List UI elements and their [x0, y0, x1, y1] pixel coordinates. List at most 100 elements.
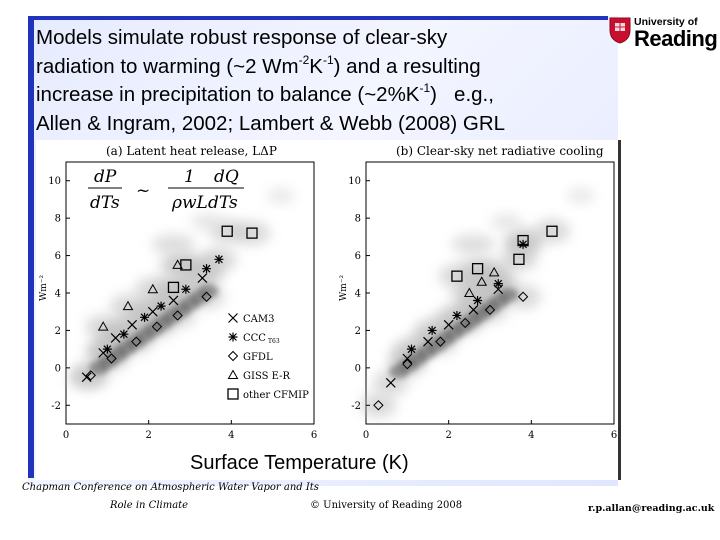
density-blob — [566, 187, 595, 204]
data-point-asterisk — [518, 239, 528, 249]
legend-subscript: T63 — [268, 338, 280, 345]
logo-text-university: University of — [634, 16, 698, 28]
data-point-x — [423, 336, 433, 347]
panel-a: (a) Latent heat release, LΔP 0 2 4 6 -2 0 2 4 6 8 1… — [39, 144, 317, 441]
density-core — [198, 284, 219, 299]
data-point-x — [110, 332, 121, 343]
data-point-triangle — [476, 276, 488, 286]
university-logo: University of Reading — [608, 14, 718, 54]
y-tick-label: 0 — [355, 363, 361, 374]
data-point-asterisk — [406, 344, 416, 354]
density-blob — [490, 213, 523, 230]
x-tick-label: 6 — [611, 430, 617, 441]
data-point-square — [246, 227, 258, 239]
equation-term: dTs — [90, 193, 120, 213]
density-blob — [451, 234, 496, 255]
y-tick-label: 2 — [355, 326, 361, 337]
data-point-diamond — [402, 358, 413, 370]
y-tick-label: 4 — [355, 289, 361, 300]
data-point-asterisk — [214, 254, 224, 264]
headline-line-4: Allen & Ingram, 2002; Lambert & Webb (20… — [36, 111, 506, 135]
y-tick-label: 2 — [55, 326, 61, 337]
data-point-diamond — [227, 350, 239, 362]
y-tick-label: 10 — [348, 176, 361, 187]
superscript: -1 — [322, 52, 334, 67]
legend-label: GFDL — [243, 352, 273, 363]
figure-panel: (a) Latent heat release, LΔP 0 2 4 6 -2 0 2 4 6 8 1… — [36, 140, 621, 480]
data-point-diamond — [106, 353, 117, 364]
equation-term: dTs — [208, 193, 238, 213]
x-axis-label: Surface Temperature (K) — [190, 452, 409, 474]
equation-term: 1 — [184, 167, 195, 187]
legend-label: CCC — [243, 333, 266, 344]
y-tick-label: -2 — [351, 401, 361, 412]
density-blob — [266, 187, 295, 204]
headline-text: increase in precipitation to balance (~2… — [36, 83, 420, 106]
data-point-x — [385, 377, 396, 388]
logo-text-reading: Reading — [634, 26, 718, 51]
headline-text: K — [309, 54, 323, 78]
data-point-triangle — [97, 321, 109, 331]
y-tick-label: 10 — [48, 176, 61, 187]
headline-line-1: Models simulate robust response of clear… — [36, 26, 448, 49]
y-tick-label: 8 — [55, 214, 61, 225]
y-axis-label: Wm⁻² — [339, 274, 349, 301]
y-axis-label: Wm⁻² — [39, 274, 49, 301]
equation-term: ρwL — [171, 193, 208, 213]
data-point-asterisk — [202, 264, 212, 274]
data-point-triangle — [463, 287, 475, 297]
y-tick-label: 4 — [55, 289, 61, 300]
density-blob — [500, 247, 537, 272]
data-point-asterisk — [493, 279, 503, 289]
superscript: -2 — [298, 52, 310, 67]
data-point-asterisk — [473, 295, 483, 305]
data-point-diamond — [131, 336, 142, 347]
x-tick-label: 0 — [63, 430, 69, 441]
data-point-asterisk — [427, 325, 437, 335]
data-point-diamond — [435, 336, 446, 347]
panel-title: (b) Clear-sky net radiative cooling — [396, 144, 604, 158]
data-point-x — [468, 304, 479, 315]
data-point-asterisk — [140, 312, 150, 322]
legend-label: CAM3 — [243, 314, 274, 325]
density-blob — [360, 393, 397, 418]
slide-headline: Models simulate robust response of clear… — [36, 24, 596, 138]
y-tick-label: -2 — [51, 401, 61, 412]
legend-label: GISS E-R — [243, 371, 291, 382]
panel-title: (a) Latent heat release, LΔP — [106, 144, 277, 158]
x-tick-label: 4 — [528, 430, 534, 441]
panel-b: (b) Clear-sky net radiative cooling 0 2 4 6 -… — [339, 144, 617, 441]
data-point-x — [197, 273, 208, 283]
data-point-x — [228, 313, 238, 323]
footer-email[interactable]: r.p.allan@reading.ac.uk — [588, 503, 715, 514]
data-point-diamond — [459, 317, 471, 329]
x-tick-label: 2 — [445, 430, 451, 441]
density-blob — [155, 275, 192, 300]
data-point-square — [517, 234, 529, 247]
data-point-square — [221, 225, 233, 237]
data-point-asterisk — [452, 310, 462, 320]
data-point-diamond — [517, 291, 529, 302]
data-point-square — [451, 270, 463, 282]
data-point-x — [402, 353, 413, 364]
headline-line-3: increase in precipitation to balance (~2… — [36, 81, 596, 110]
equation-term: ~ — [136, 181, 150, 201]
footer-conference: Chapman Conference on Atmospheric Water … — [22, 482, 319, 493]
y-tick-label: 6 — [55, 251, 61, 262]
data-point-square — [513, 253, 525, 265]
data-point-x — [168, 295, 179, 306]
data-point-square — [180, 259, 192, 271]
legend: CAM3 CCC T63 GFDL GISS E-R other CFMIP — [227, 313, 309, 401]
y-tick-label: 0 — [55, 363, 61, 374]
y-tick-label: 6 — [355, 251, 361, 262]
headline-text: ) e.g., — [430, 83, 494, 106]
density-blob — [151, 234, 196, 255]
density-blob — [85, 314, 122, 339]
x-tick-label: 6 — [311, 430, 317, 441]
data-point-x — [81, 372, 92, 383]
footer-copyright: © University of Reading 2008 — [310, 500, 463, 511]
headline-line-2: radiation to warming (~2 Wm-2K-1) and a … — [36, 53, 596, 82]
data-point-diamond — [201, 291, 212, 302]
accent-bar-top — [28, 16, 608, 20]
data-point-x — [127, 319, 138, 330]
